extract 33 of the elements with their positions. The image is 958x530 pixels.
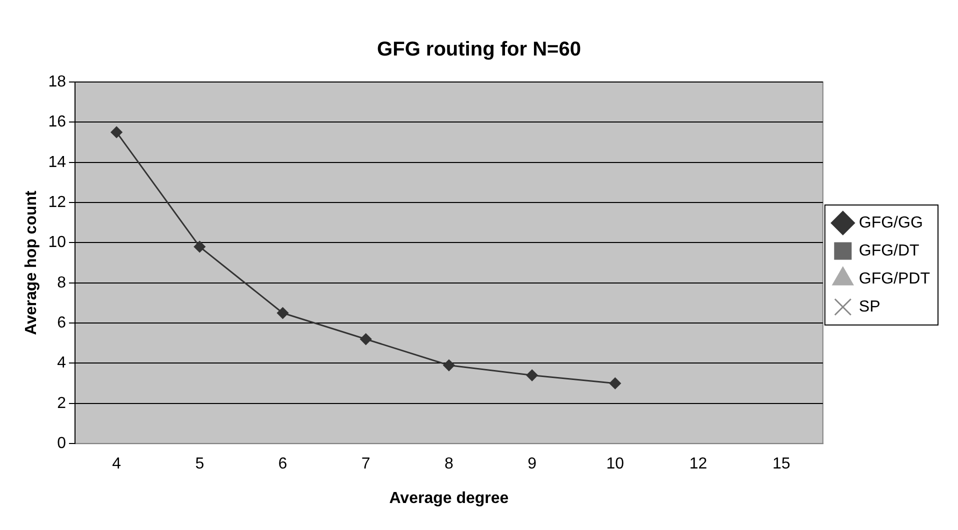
chart-title: GFG routing for N=60 (377, 38, 581, 61)
y-tick-label: 4 (57, 354, 66, 372)
y-tick-label: 10 (48, 234, 66, 252)
x-tick-label: 9 (528, 456, 537, 473)
point (360, 333, 372, 345)
x-tick-label: 5 (195, 456, 204, 473)
y-tick-label: 8 (57, 274, 66, 292)
y-tick-label: 16 (48, 114, 66, 131)
y-axis-title: Average hop count (23, 190, 40, 335)
y-tick-label: 14 (48, 154, 66, 171)
x-tick-label: 6 (278, 456, 288, 473)
x-tick-label: 10 (606, 456, 624, 473)
point (526, 370, 538, 382)
point (110, 126, 122, 138)
point (194, 240, 206, 252)
point (443, 360, 455, 372)
x-tick-label: 7 (361, 456, 370, 473)
legend-label: GFG/PDT (858, 270, 930, 288)
legend-label: GFG/DT (858, 242, 920, 260)
legend-label: SP (858, 298, 880, 316)
x-tick-label: 12 (689, 456, 708, 473)
y-tick-label: 6 (57, 314, 66, 332)
x-axis-title: Average degree (389, 490, 509, 507)
point (609, 378, 621, 390)
y-tick-label: 12 (48, 194, 66, 211)
point (276, 307, 288, 319)
y-tick-label: 18 (48, 73, 66, 90)
y-tick-label: 2 (57, 394, 66, 412)
x-tick-label: 4 (112, 456, 122, 473)
y-tick-label: 0 (57, 435, 66, 452)
x-tick-label: 8 (444, 456, 454, 473)
x-tick-label: 15 (772, 456, 790, 473)
legend-label: GFG/GG (858, 214, 923, 232)
